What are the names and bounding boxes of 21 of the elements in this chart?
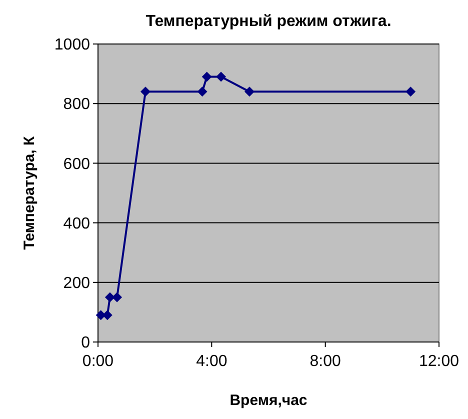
y-tick-label: 200 [63, 275, 90, 292]
y-tick-label: 800 [63, 96, 90, 114]
y-tick-label: 1000 [54, 36, 90, 54]
point [112, 292, 122, 302]
x-tick-label: 4:00 [196, 353, 228, 370]
y-axis-title: Температура, К [21, 135, 38, 250]
point [140, 86, 150, 97]
x-tick-label: 8:00 [310, 353, 342, 370]
chart-title: Температурный режим отжига. [146, 13, 392, 30]
x-tick-label: 0:00 [82, 353, 114, 370]
point [104, 292, 115, 302]
y-tick-label: 400 [63, 215, 90, 232]
point [244, 86, 254, 97]
point [406, 86, 416, 97]
point [202, 72, 212, 82]
y-tick-label: 600 [63, 156, 90, 173]
x-axis-title: Время,час [230, 392, 308, 409]
point [197, 86, 208, 97]
point [216, 72, 226, 82]
x-tick-label: 12:00 [418, 353, 460, 370]
y-tick-label: 0 [81, 334, 90, 352]
